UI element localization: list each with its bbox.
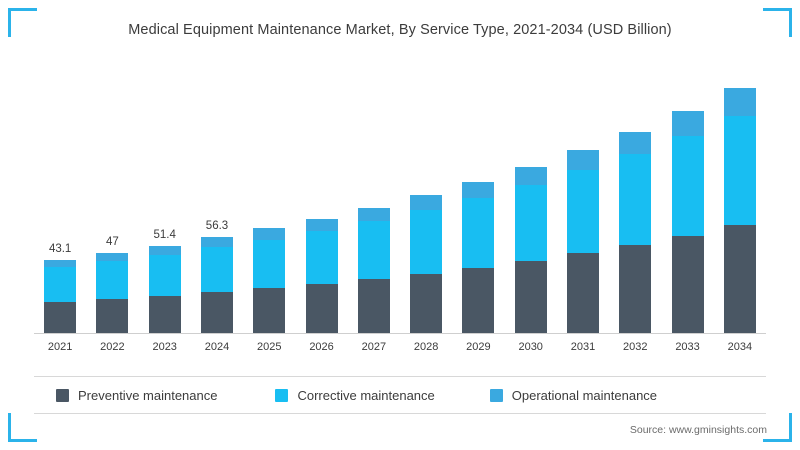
x-axis-tick-label: 2026: [309, 341, 334, 353]
chart-legend: Preventive maintenance Corrective mainte…: [34, 376, 766, 414]
x-axis-tick-label: 2029: [466, 341, 491, 353]
bar-group: 56.3: [201, 220, 233, 333]
legend-swatch-operational: [489, 388, 503, 402]
bar-segment-corrective: [619, 154, 652, 246]
bar-segment-operational: [96, 253, 129, 262]
legend-label-preventive: Preventive maintenance: [78, 387, 218, 403]
bar-segment-operational: [44, 259, 77, 268]
bar-segment-operational: [253, 228, 286, 240]
bar-segment-operational: [357, 207, 390, 221]
bar-segment-corrective: [305, 230, 338, 285]
bar-segment-preventive: [619, 245, 652, 333]
bar-segment-corrective: [671, 136, 704, 236]
x-axis-line: [34, 333, 766, 334]
bar-segment-preventive: [305, 284, 338, 333]
x-axis-tick-label: 2025: [257, 341, 282, 353]
bar-segment-corrective: [410, 209, 443, 274]
plot-area: 43.1 47 51.4 56.3: [34, 62, 766, 334]
bar-segment-operational: [201, 237, 233, 248]
bar-segment-preventive: [201, 292, 233, 333]
bar-segment-operational: [723, 87, 756, 117]
bar-group: [357, 207, 390, 333]
x-axis-tick-label: 2027: [361, 341, 387, 353]
bar-segment-preventive: [462, 267, 495, 333]
bar-segment-corrective: [567, 170, 599, 254]
bar-segment-operational: [462, 181, 495, 199]
corner-bracket-top-right: [763, 8, 792, 37]
legend-item-corrective-maintenance: Corrective maintenance: [275, 387, 435, 403]
bar-group: [462, 181, 495, 333]
bar-segment-preventive: [723, 225, 756, 333]
legend-swatch-preventive: [56, 388, 69, 402]
bar-segment-preventive: [357, 279, 390, 333]
bar-segment-corrective: [462, 198, 495, 268]
bar-group: [410, 195, 443, 333]
bar-segment-preventive: [96, 299, 129, 333]
bar-segment-preventive: [567, 253, 599, 333]
bar-segment-corrective: [201, 247, 233, 293]
bar-segment-corrective: [148, 254, 181, 297]
bar-segment-corrective: [723, 116, 756, 226]
bar-group: [514, 166, 547, 333]
bar-segment-preventive: [671, 235, 704, 333]
x-axis-tick-label: 2022: [100, 341, 125, 353]
bar-segment-preventive: [44, 302, 77, 333]
bar-segment-preventive: [253, 288, 286, 333]
corner-bracket-bottom-left: [8, 413, 37, 442]
source-note: Source: www.gminsights.com: [629, 424, 767, 436]
legend-label-operational: Operational maintenance: [511, 387, 658, 403]
bar-value-label: 47: [106, 236, 119, 249]
bar-value-label: 56.3: [205, 220, 229, 233]
bar-group: 51.4: [148, 229, 181, 333]
bar-segment-preventive: [148, 296, 181, 333]
bar-segment-operational: [410, 195, 443, 210]
legend-item-preventive-maintenance: Preventive maintenance: [56, 388, 217, 403]
bar-segment-operational: [567, 150, 599, 171]
x-axis-tick-label: 2034: [727, 341, 753, 353]
bar-segment-operational: [619, 131, 652, 155]
x-axis-tick-label: 2031: [570, 341, 596, 353]
corner-bracket-top-left: [8, 8, 37, 37]
x-axis-tick-label: 2024: [204, 341, 230, 353]
bar-group: [723, 87, 756, 333]
bar-value-label: 43.1: [48, 242, 72, 255]
legend-swatch-corrective: [275, 388, 289, 402]
bar-group: [671, 110, 704, 333]
corner-bracket-bottom-right: [763, 413, 792, 442]
chart-title: Medical Equipment Maintenance Market, By…: [128, 22, 672, 38]
bar-group: 47: [96, 236, 129, 333]
bar-segment-corrective: [44, 267, 77, 303]
bar-segment-operational: [305, 218, 338, 231]
bar-segment-operational: [671, 110, 704, 137]
bar-segment-corrective: [96, 261, 129, 300]
x-axis-tick-label: 2030: [518, 341, 543, 353]
legend-item-operational-maintenance: Operational maintenance: [489, 387, 658, 403]
x-axis-tick-label: 2033: [675, 341, 700, 353]
bar-segment-operational: [514, 166, 547, 185]
x-axis-tick-label: 2032: [623, 341, 648, 353]
bar-group: [305, 218, 338, 333]
legend-label-corrective: Corrective maintenance: [297, 387, 435, 403]
bar-group: 43.1: [44, 243, 77, 333]
bar-segment-preventive: [410, 273, 443, 333]
bar-segment-corrective: [253, 239, 286, 289]
bar-segment-corrective: [514, 184, 547, 261]
bar-group: [253, 228, 286, 333]
x-axis-tick-label: 2021: [47, 341, 73, 353]
bar-segment-operational: [148, 245, 181, 255]
bar-segment-corrective: [357, 220, 390, 280]
x-axis-tick-label: 2023: [152, 341, 177, 353]
x-axis-tick-label: 2028: [413, 341, 439, 353]
bar-value-label: 51.4: [153, 228, 176, 241]
bar-group: [619, 131, 652, 333]
bar-group: [567, 150, 599, 333]
bar-segment-preventive: [514, 260, 547, 333]
